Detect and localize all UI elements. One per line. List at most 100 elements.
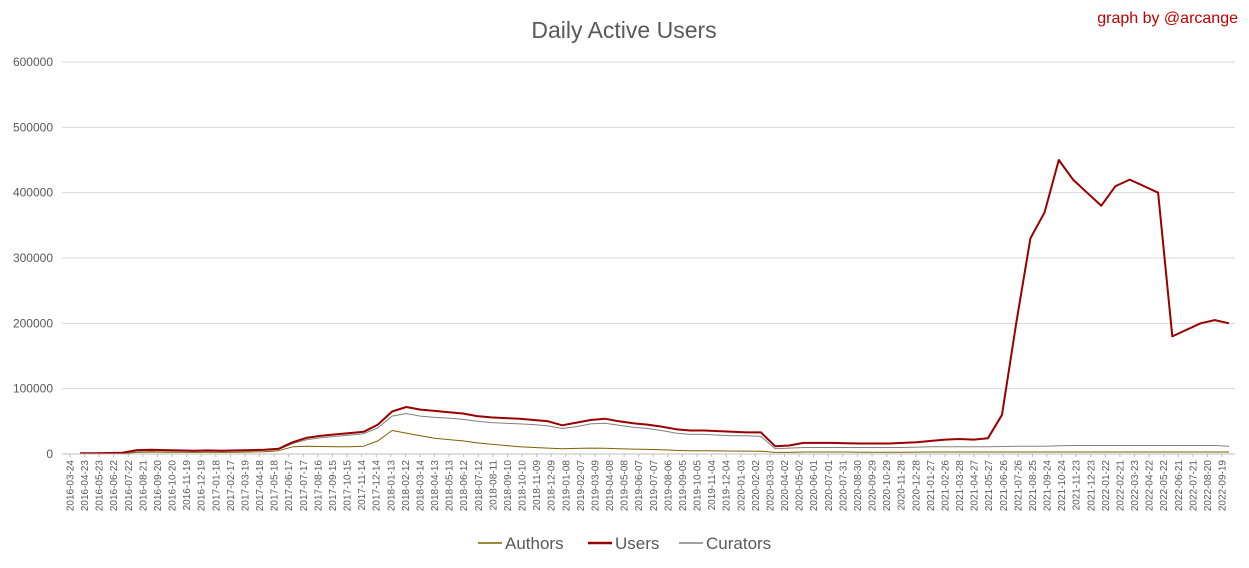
x-tick-label: 2021-01-27 [926, 460, 937, 512]
x-tick-label: 2018-08-11 [488, 460, 499, 511]
x-tick-label: 2019-03-09 [590, 460, 601, 512]
x-tick-label: 2020-01-03 [736, 460, 747, 512]
y-axis-ticks: 0 100000 200000 300000 400000 500000 600000 [13, 55, 53, 461]
x-tick-label: 2020-04-02 [780, 460, 791, 512]
x-tick-label: 2017-10-15 [343, 460, 354, 512]
chart-title: Daily Active Users [531, 17, 716, 43]
x-tick-label: 2016-10-20 [168, 460, 179, 512]
x-tick-label: 2021-09-24 [1043, 460, 1054, 512]
x-tick-label: 2017-05-18 [270, 460, 281, 512]
x-tick-label: 2016-09-20 [153, 460, 164, 512]
x-tick-label: 2022-04-22 [1145, 460, 1156, 512]
series-lines [80, 159, 1230, 455]
x-tick-label: 2020-05-02 [795, 460, 806, 512]
x-tick-label: 2016-04-23 [80, 460, 91, 512]
x-tick-label: 2019-07-07 [649, 460, 660, 512]
x-tick-label: 2021-11-23 [1072, 460, 1083, 511]
x-tick-label: 2021-03-28 [955, 460, 966, 512]
series-line-users [80, 159, 1230, 455]
x-tick-label: 2022-01-22 [1101, 460, 1112, 512]
x-tick-label: 2022-07-21 [1188, 460, 1199, 512]
series-line-authors [80, 430, 1229, 455]
gridlines [62, 61, 1235, 390]
x-tick-label: 2021-12-23 [1086, 460, 1097, 512]
x-tick-label: 2016-03-24 [66, 460, 77, 512]
x-tick-label: 2017-11-14 [357, 460, 368, 511]
x-tick-label: 2017-07-17 [299, 460, 310, 512]
x-tick-label: 2017-01-18 [211, 460, 222, 512]
x-tick-label: 2021-05-27 [984, 460, 995, 512]
x-tick-label: 2020-03-03 [765, 460, 776, 512]
x-tick-label: 2020-12-28 [911, 460, 922, 512]
x-tick-label: 2021-07-26 [1013, 460, 1024, 512]
x-tick-label: 2019-11-04 [707, 460, 718, 511]
x-tick-label: 2022-06-21 [1174, 460, 1185, 512]
x-tick-label: 2016-11-19 [182, 460, 193, 511]
legend-label-users: Users [615, 534, 659, 553]
x-tick-label: 2018-10-10 [518, 460, 529, 512]
legend-label-curators: Curators [706, 534, 771, 553]
y-tick-label: 400000 [13, 186, 53, 200]
x-tick-label: 2021-04-27 [970, 460, 981, 512]
x-tick-label: 2018-12-09 [547, 460, 558, 512]
x-tick-label: 2018-07-12 [474, 460, 485, 512]
x-tick-label: 2018-01-13 [386, 460, 397, 512]
x-tick-label: 2022-05-22 [1159, 460, 1170, 512]
chart-credit: graph by @arcange [1097, 10, 1238, 27]
x-tick-label: 2017-06-17 [284, 460, 295, 512]
x-tick-label: 2020-08-30 [853, 460, 864, 512]
x-tick-label: 2019-06-07 [634, 460, 645, 512]
x-tick-label: 2019-08-06 [663, 460, 674, 512]
x-tick-label: 2017-08-16 [313, 460, 324, 512]
x-tick-label: 2022-02-21 [1115, 460, 1126, 512]
y-tick-label: 600000 [13, 55, 53, 69]
x-tick-label: 2018-09-10 [503, 460, 514, 512]
x-tick-label: 2020-11-28 [897, 460, 908, 511]
x-tick-label: 2017-09-15 [328, 460, 339, 512]
x-tick-label: 2021-02-26 [940, 460, 951, 512]
x-tick-label: 2020-02-02 [751, 460, 762, 512]
x-tick-label: 2017-02-17 [226, 460, 237, 512]
x-tick-label: 2018-11-09 [532, 460, 543, 511]
x-tick-label: 2019-12-04 [722, 460, 733, 512]
x-tick-label: 2020-10-29 [882, 460, 893, 512]
x-tick-label: 2021-08-25 [1028, 460, 1039, 512]
x-tick-label: 2019-04-08 [605, 460, 616, 512]
x-tick-label: 2022-08-20 [1203, 460, 1214, 512]
x-tick-label: 2018-06-12 [459, 460, 470, 512]
y-tick-label: 500000 [13, 120, 53, 134]
x-tick-label: 2016-12-19 [197, 460, 208, 512]
x-tick-label: 2016-07-22 [124, 460, 135, 512]
x-tick-label: 2020-07-31 [838, 460, 849, 512]
x-tick-label: 2020-06-01 [809, 460, 820, 512]
x-tick-label: 2019-01-08 [561, 460, 572, 512]
x-tick-label: 2019-10-05 [693, 460, 704, 512]
x-tick-label: 2019-05-08 [620, 460, 631, 512]
x-tick-label: 2016-06-22 [109, 460, 120, 512]
x-tick-label: 2016-05-23 [95, 460, 106, 512]
x-tick-label: 2019-02-07 [576, 460, 587, 512]
y-tick-label: 200000 [13, 316, 53, 330]
x-tick-label: 2021-10-24 [1057, 460, 1068, 512]
x-axis-ticks: 2016-03-24 2016-04-23 2016-05-23 2016-06-22… [66, 454, 1229, 511]
legend-label-authors: Authors [505, 534, 564, 553]
x-tick-label: 2016-08-21 [138, 460, 149, 512]
x-tick-label: 2020-09-29 [868, 460, 879, 512]
x-tick-label: 2021-06-26 [999, 460, 1010, 512]
x-tick-label: 2022-03-23 [1130, 460, 1141, 512]
x-tick-label: 2018-05-13 [445, 460, 456, 512]
x-tick-label: 2022-09-19 [1218, 460, 1229, 512]
legend: Authors Users Curators [478, 534, 771, 553]
series-line-curators [80, 413, 1230, 454]
x-tick-label: 2018-03-14 [415, 460, 426, 512]
x-tick-label: 2018-04-13 [430, 460, 441, 512]
x-tick-label: 2019-09-05 [678, 460, 689, 512]
x-tick-label: 2017-04-18 [255, 460, 266, 512]
x-tick-label: 2017-12-14 [372, 460, 383, 512]
x-tick-label: 2017-03-19 [240, 460, 251, 512]
y-tick-label: 0 [46, 447, 53, 461]
x-tick-label: 2020-07-01 [824, 460, 835, 512]
y-tick-label: 300000 [13, 251, 53, 265]
x-tick-label: 2018-02-12 [401, 460, 412, 512]
